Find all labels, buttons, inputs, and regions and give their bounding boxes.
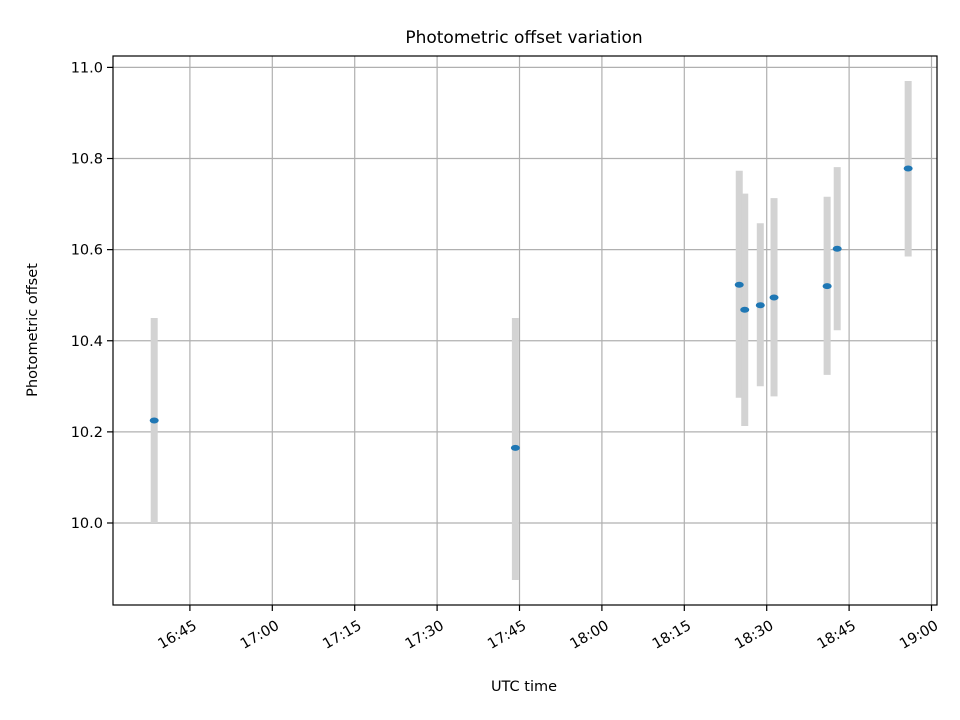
- y-axis-label: Photometric offset: [25, 263, 41, 397]
- data-point: [740, 306, 750, 313]
- chart-title: Photometric offset variation: [405, 28, 642, 48]
- y-tick-label: 10.2: [71, 425, 103, 441]
- y-tick-label: 10.0: [71, 516, 103, 532]
- y-tick-label: 10.8: [71, 152, 103, 168]
- y-tick-label: 11.0: [71, 60, 103, 76]
- data-point: [510, 444, 520, 451]
- data-point: [769, 294, 779, 301]
- data-point: [832, 245, 842, 252]
- data-point: [755, 302, 765, 309]
- data-point: [822, 283, 832, 290]
- data-point: [734, 281, 744, 288]
- x-axis-label: UTC time: [491, 679, 557, 695]
- data-points: [149, 165, 913, 451]
- plot-frame: [112, 55, 938, 606]
- y-tick-label: 10.4: [71, 334, 103, 350]
- grid: [113, 56, 937, 605]
- y-tick-label: 10.6: [71, 243, 103, 259]
- data-point: [903, 165, 913, 172]
- data-point: [149, 417, 159, 424]
- y-axis: 10.0 10.2 10.4 10.6 10.8 11.0: [71, 60, 113, 532]
